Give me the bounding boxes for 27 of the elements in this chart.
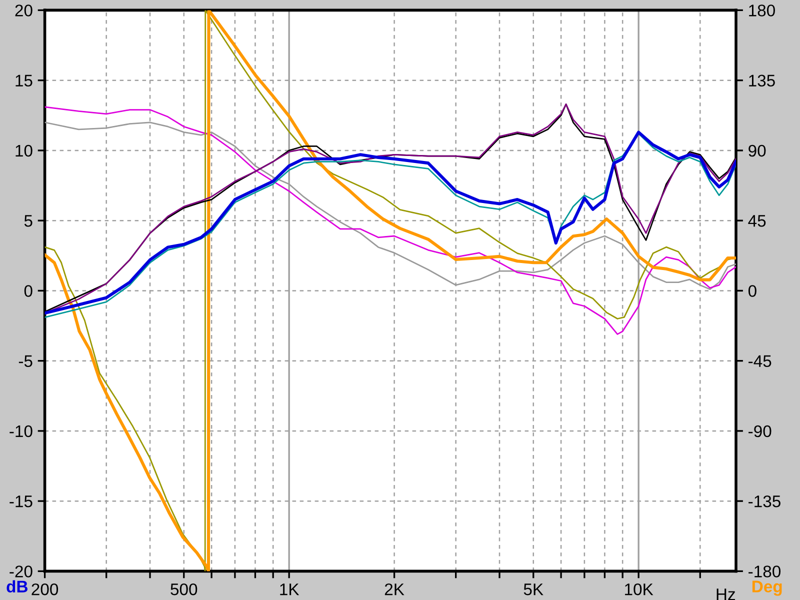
- x-axis-title: Hz: [716, 588, 735, 600]
- y2-tick-label: 45: [748, 215, 766, 227]
- y-tick-label: 10: [16, 144, 32, 157]
- y-tick-label: -20: [10, 566, 32, 578]
- y2-tick-label: 180: [749, 4, 775, 16]
- x-tick-label: 2K: [384, 583, 404, 596]
- x-tick-label: 5K: [524, 584, 544, 596]
- x-tick-label: 10K: [625, 583, 654, 596]
- y-tick-label: 0: [24, 285, 32, 297]
- y2-tick-label: -180: [748, 566, 781, 578]
- x-tick-label: 200: [32, 583, 58, 596]
- y2-tick-label: -45: [748, 355, 772, 368]
- y-tick-label: -15: [10, 496, 32, 508]
- y-tick-label: -10: [10, 425, 32, 438]
- x-tick-label: 1K: [280, 584, 300, 596]
- y2-tick-label: -90: [748, 425, 772, 438]
- y-tick-label: 20: [15, 4, 32, 16]
- y2-tick-label: -135: [748, 495, 780, 508]
- y2-axis-title: Deg: [752, 580, 782, 596]
- y2-tick-label: 135: [749, 74, 775, 87]
- y-tick-label: 15: [16, 74, 32, 87]
- y-tick-label: -5: [18, 355, 32, 368]
- y-tick-label: 5: [24, 215, 32, 227]
- y-axis-title: dB: [6, 580, 28, 593]
- x-tick-label: 500: [170, 583, 198, 596]
- y2-tick-label: 90: [748, 144, 766, 157]
- y2-tick-label: 0: [748, 285, 756, 297]
